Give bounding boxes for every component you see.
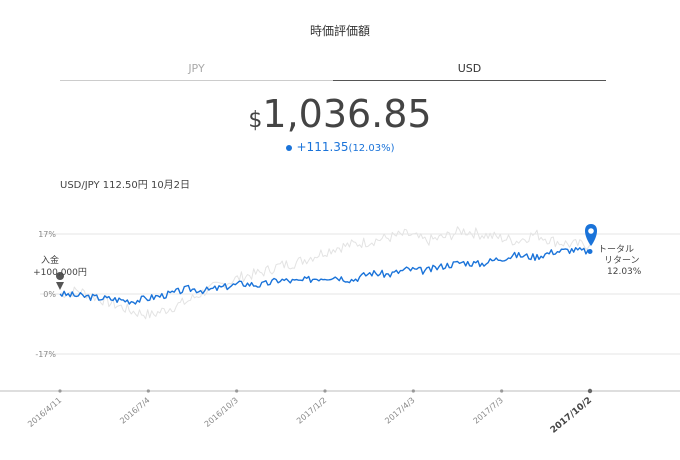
- pin-center: [588, 228, 594, 234]
- x-tick: [587, 388, 593, 394]
- x-tick-label: 2016/7/4: [118, 396, 151, 426]
- benchmark-series: [59, 226, 591, 320]
- x-tick-label: 2017/10/2: [549, 396, 594, 436]
- page-title: 時価評価額: [309, 24, 370, 38]
- tab-usd[interactable]: USD: [333, 62, 606, 81]
- x-tick-label: 2017/4/3: [383, 396, 416, 426]
- x-tick-label: 2017/7/3: [472, 396, 505, 426]
- deposit-pin-icon: [56, 272, 65, 290]
- y-axis: 17% 0% -17%: [35, 230, 56, 359]
- series-line: [59, 226, 591, 320]
- change-summary: +111.35(12.03%): [0, 140, 680, 154]
- end-marker[interactable]: トータル リターン 12.03%: [585, 224, 642, 277]
- chart-grid: [0, 233, 680, 392]
- deposit-label: 入金: [41, 254, 59, 266]
- valuation-amount: $1,036.85: [0, 92, 680, 136]
- currency-symbol: $: [248, 108, 263, 133]
- x-axis: 2016/4/11 2016/7/4 2016/10/3 2017/1/2 2017/4…: [26, 388, 594, 436]
- change-amount: +111.35: [296, 140, 349, 154]
- location-pin-icon: [585, 224, 597, 246]
- x-tick-label: 2017/1/2: [295, 396, 328, 426]
- y-tick-label: -17%: [35, 350, 56, 359]
- performance-chart: 17% 0% -17% 2016/4/11 2016/7/4 2016/10/3 2017…: [0, 224, 680, 436]
- series-line: [59, 247, 591, 305]
- x-tick: [58, 389, 62, 393]
- tab-jpy[interactable]: JPY: [60, 62, 333, 81]
- x-tick: [411, 389, 415, 393]
- y-tick-label: 17%: [38, 230, 56, 239]
- return-series: [59, 247, 593, 305]
- change-dot-icon: [285, 144, 292, 151]
- end-label-1: トータル: [598, 244, 634, 255]
- end-point: [587, 249, 593, 255]
- currency-tabs: JPY USD: [60, 62, 606, 82]
- x-tick: [146, 389, 150, 393]
- end-label-3: 12.03%: [607, 267, 642, 277]
- exchange-rate: USD/JPY 112.50円 10月2日: [60, 180, 191, 191]
- x-tick: [323, 389, 327, 393]
- amount-value: 1,036.85: [262, 92, 432, 136]
- x-tick: [235, 389, 239, 393]
- change-percent: (12.03%): [348, 143, 395, 154]
- y-tick-label: 0%: [43, 290, 56, 299]
- end-label-2: リターン: [604, 255, 640, 266]
- deposit-amount: +100,000円: [33, 267, 87, 278]
- x-tick: [500, 389, 504, 393]
- deposit-marker[interactable]: 入金 +100,000円: [33, 254, 87, 290]
- x-tick-label: 2016/4/11: [26, 396, 63, 429]
- x-tick-label: 2016/10/3: [203, 396, 240, 429]
